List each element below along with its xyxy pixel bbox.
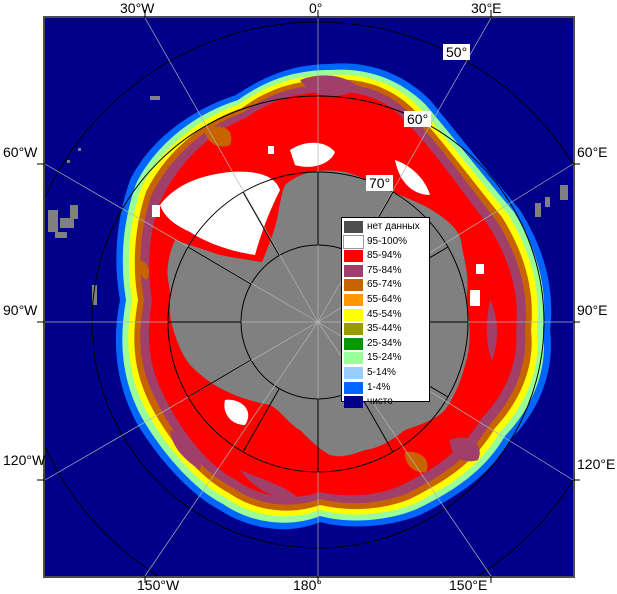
legend-item: 55-64%: [344, 293, 429, 307]
lon-label-bottom-180: 180°: [293, 577, 322, 593]
scattered-ice-patches: [48, 96, 568, 305]
legend-item: 85-94%: [344, 249, 429, 263]
legend-swatch: [344, 381, 363, 394]
ice-patches-65-74: [139, 126, 428, 473]
longitude-grid: [45, 18, 573, 576]
lon-label-right-120e: 120°E: [577, 456, 616, 472]
legend-swatch: [344, 250, 363, 263]
legend-item: нет данных: [344, 220, 429, 234]
legend-label: нет данных: [367, 221, 420, 232]
legend-swatch: [344, 293, 363, 306]
legend-swatch: [344, 396, 363, 409]
legend-label: 1-4%: [367, 381, 391, 393]
legend-swatch: [344, 337, 363, 350]
legend-swatch: [344, 264, 363, 277]
legend-swatch: [344, 308, 363, 321]
legend-label: 55-64%: [367, 293, 402, 305]
lat-label-70: 70°: [366, 175, 394, 191]
legend-item: 45-54%: [344, 308, 429, 322]
lat-label-50: 50°: [443, 44, 471, 60]
ice-patches-75-84: [170, 75, 497, 500]
legend-swatch: [344, 366, 363, 379]
legend-label: 65-74%: [367, 279, 402, 291]
legend-label: 75-84%: [367, 264, 402, 276]
legend-item: 1-4%: [344, 381, 429, 395]
legend-item: 25-34%: [344, 337, 429, 351]
legend-label: чисто: [367, 396, 393, 408]
lon-label-top-30e: 30°E: [471, 0, 502, 16]
legend-item: 95-100%: [343, 234, 429, 249]
legend-label: 35-44%: [367, 323, 402, 335]
legend-item: 35-44%: [344, 322, 429, 336]
legend-label: 15-24%: [367, 352, 402, 364]
legend-swatch: [343, 234, 364, 249]
legend-item: 15-24%: [344, 351, 429, 365]
legend-label: 95-100%: [367, 235, 408, 247]
legend-item: 5-14%: [344, 366, 429, 380]
lon-label-bottom-150w: 150°W: [137, 577, 180, 593]
lon-label-left-90w: 90°W: [3, 302, 38, 318]
legend-item: 75-84%: [344, 264, 429, 278]
legend-item: 65-74%: [344, 278, 429, 292]
frame-ticks: [37, 10, 580, 583]
legend-swatch: [344, 352, 363, 365]
lon-label-right-90e: 90°E: [577, 302, 608, 318]
lon-label-left-60w: 60°W: [3, 144, 38, 160]
legend-label: 85-94%: [367, 250, 402, 262]
lon-label-right-60e: 60°E: [577, 144, 608, 160]
legend-item: чисто: [344, 395, 429, 409]
legend-swatch: [344, 221, 363, 233]
legend-label: 25-34%: [367, 337, 402, 349]
concentration-legend: нет данных 95-100% 85-94% 75-84% 65-74% 55-64…: [341, 217, 430, 409]
lon-label-top-0: 0°: [309, 0, 323, 16]
lon-label-left-120w: 120°W: [3, 452, 46, 468]
legend-swatch: [344, 279, 363, 292]
legend-label: 5-14%: [367, 366, 396, 378]
lon-label-top-30w: 30°W: [120, 0, 155, 16]
lon-label-bottom-150e: 150°E: [449, 577, 488, 593]
lat-label-60: 60°: [404, 111, 432, 127]
legend-swatch: [344, 323, 363, 336]
legend-label: 45-54%: [367, 308, 402, 320]
